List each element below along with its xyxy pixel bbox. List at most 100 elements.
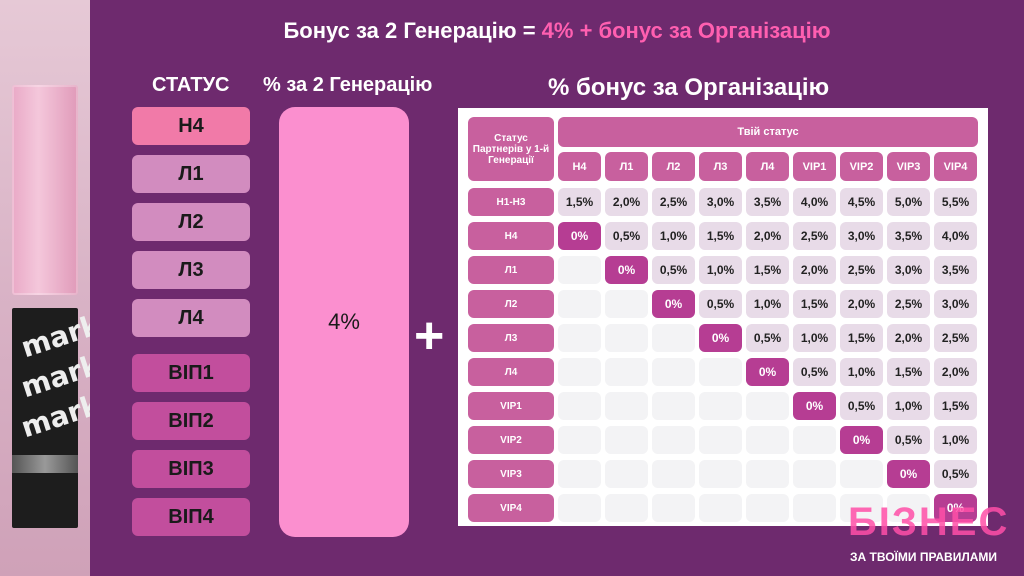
table-cell: [699, 494, 742, 522]
table-cell: 2,5%: [840, 256, 883, 284]
table-cell: [793, 460, 836, 488]
table-cell: [605, 392, 648, 420]
title-prefix: Бонус за 2 Генерацію =: [283, 18, 542, 43]
table-cell: 1,5%: [793, 290, 836, 318]
table-cell: 0,5%: [840, 392, 883, 420]
table-cell: 3,0%: [887, 256, 930, 284]
lipstick-body: mark. mark. mark.: [12, 305, 90, 528]
generation-header: % за 2 Генерацію: [263, 74, 433, 96]
table-cell: 0,5%: [746, 324, 789, 352]
table-cell: 0%: [840, 426, 883, 454]
table-cell: 2,5%: [887, 290, 930, 318]
status-item: Л4: [132, 299, 250, 337]
table-cell: [840, 494, 883, 522]
your-status-header: Твій статус: [558, 117, 978, 147]
table-cell: [605, 290, 648, 318]
column-header: Л2: [652, 152, 695, 181]
generation-value-box: 4%: [279, 107, 409, 537]
table-cell: [558, 392, 601, 420]
column-header: VIP1: [793, 152, 836, 181]
table-cell: [605, 324, 648, 352]
table-cell: 1,0%: [652, 222, 695, 250]
table-cell: [558, 494, 601, 522]
table-cell: [558, 426, 601, 454]
table-cell: [793, 426, 836, 454]
table-cell: 0%: [699, 324, 742, 352]
table-cell: 1,5%: [840, 324, 883, 352]
row-header: Л1: [468, 256, 554, 284]
table-cell: 3,5%: [746, 188, 789, 216]
table-cell: 0%: [887, 460, 930, 488]
row-header: VIP4: [468, 494, 554, 522]
table-cell: [558, 290, 601, 318]
title-accent: 4% + бонус за Організацію: [541, 18, 831, 43]
table-cell: 2,5%: [652, 188, 695, 216]
page-title: Бонус за 2 Генерацію = 4% + бонус за Орг…: [90, 18, 1024, 44]
table-cell: 3,5%: [887, 222, 930, 250]
table-cell: 2,0%: [793, 256, 836, 284]
table-cell: 0,5%: [605, 222, 648, 250]
table-cell: [746, 392, 789, 420]
status-item: ВІП4: [132, 498, 250, 536]
table-cell: 1,5%: [887, 358, 930, 386]
table-cell: 0,5%: [934, 460, 977, 488]
table-cell: 2,0%: [934, 358, 977, 386]
table-cell: 0%: [558, 222, 601, 250]
table-cell: 2,0%: [840, 290, 883, 318]
table-cell: [887, 494, 930, 522]
table-cell: 1,5%: [934, 392, 977, 420]
table-cell: [793, 494, 836, 522]
status-item: Л1: [132, 155, 250, 193]
table-cell: [558, 256, 601, 284]
table-cell: 3,0%: [699, 188, 742, 216]
table-cell: [699, 460, 742, 488]
table-cell: 1,5%: [746, 256, 789, 284]
table-cell: 1,5%: [558, 188, 601, 216]
table-cell: [652, 426, 695, 454]
table-cell: 4,0%: [934, 222, 977, 250]
column-header: Л3: [699, 152, 742, 181]
table-cell: [652, 392, 695, 420]
table-cell: [699, 426, 742, 454]
table-cell: 2,5%: [934, 324, 977, 352]
partner-status-corner: Статус Партнерів у 1-й Генерації: [468, 117, 554, 181]
table-cell: 4,5%: [840, 188, 883, 216]
table-cell: 1,0%: [887, 392, 930, 420]
table-cell: 2,5%: [793, 222, 836, 250]
row-header: Н1-Н3: [468, 188, 554, 216]
table-cell: 0,5%: [652, 256, 695, 284]
org-bonus-table: Статус Партнерів у 1-й Генерації Твій ста…: [458, 108, 988, 526]
table-cell: 3,0%: [934, 290, 977, 318]
table-cell: [840, 460, 883, 488]
table-cell: 1,0%: [840, 358, 883, 386]
row-header: Н4: [468, 222, 554, 250]
table-cell: 4,0%: [793, 188, 836, 216]
table-cell: [605, 426, 648, 454]
status-item: ВІП1: [132, 354, 250, 392]
table-cell: [605, 460, 648, 488]
table-cell: 1,0%: [699, 256, 742, 284]
status-header: СТАТУС: [152, 74, 230, 96]
table-cell: [558, 358, 601, 386]
status-item: Л3: [132, 251, 250, 289]
status-item: ВІП2: [132, 402, 250, 440]
column-header: VIP3: [887, 152, 930, 181]
column-header: Л1: [605, 152, 648, 181]
table-cell: [605, 358, 648, 386]
table-cell: 5,0%: [887, 188, 930, 216]
status-item: ВІП3: [132, 450, 250, 488]
table-cell: [652, 494, 695, 522]
table-cell: 2,0%: [746, 222, 789, 250]
plus-sign: +: [414, 307, 445, 365]
table-cell: 3,0%: [840, 222, 883, 250]
table-cell: 0%: [934, 494, 977, 522]
table-cell: 1,0%: [934, 426, 977, 454]
org-bonus-title: % бонус за Організацію: [548, 74, 830, 101]
row-header: Л4: [468, 358, 554, 386]
table-cell: 2,0%: [887, 324, 930, 352]
table-cell: [652, 358, 695, 386]
table-cell: [746, 426, 789, 454]
logo-tagline: ЗА ТВОЇМИ ПРАВИЛАМИ: [850, 550, 998, 564]
column-header: Н4: [558, 152, 601, 181]
generation-value: 4%: [328, 309, 360, 334]
